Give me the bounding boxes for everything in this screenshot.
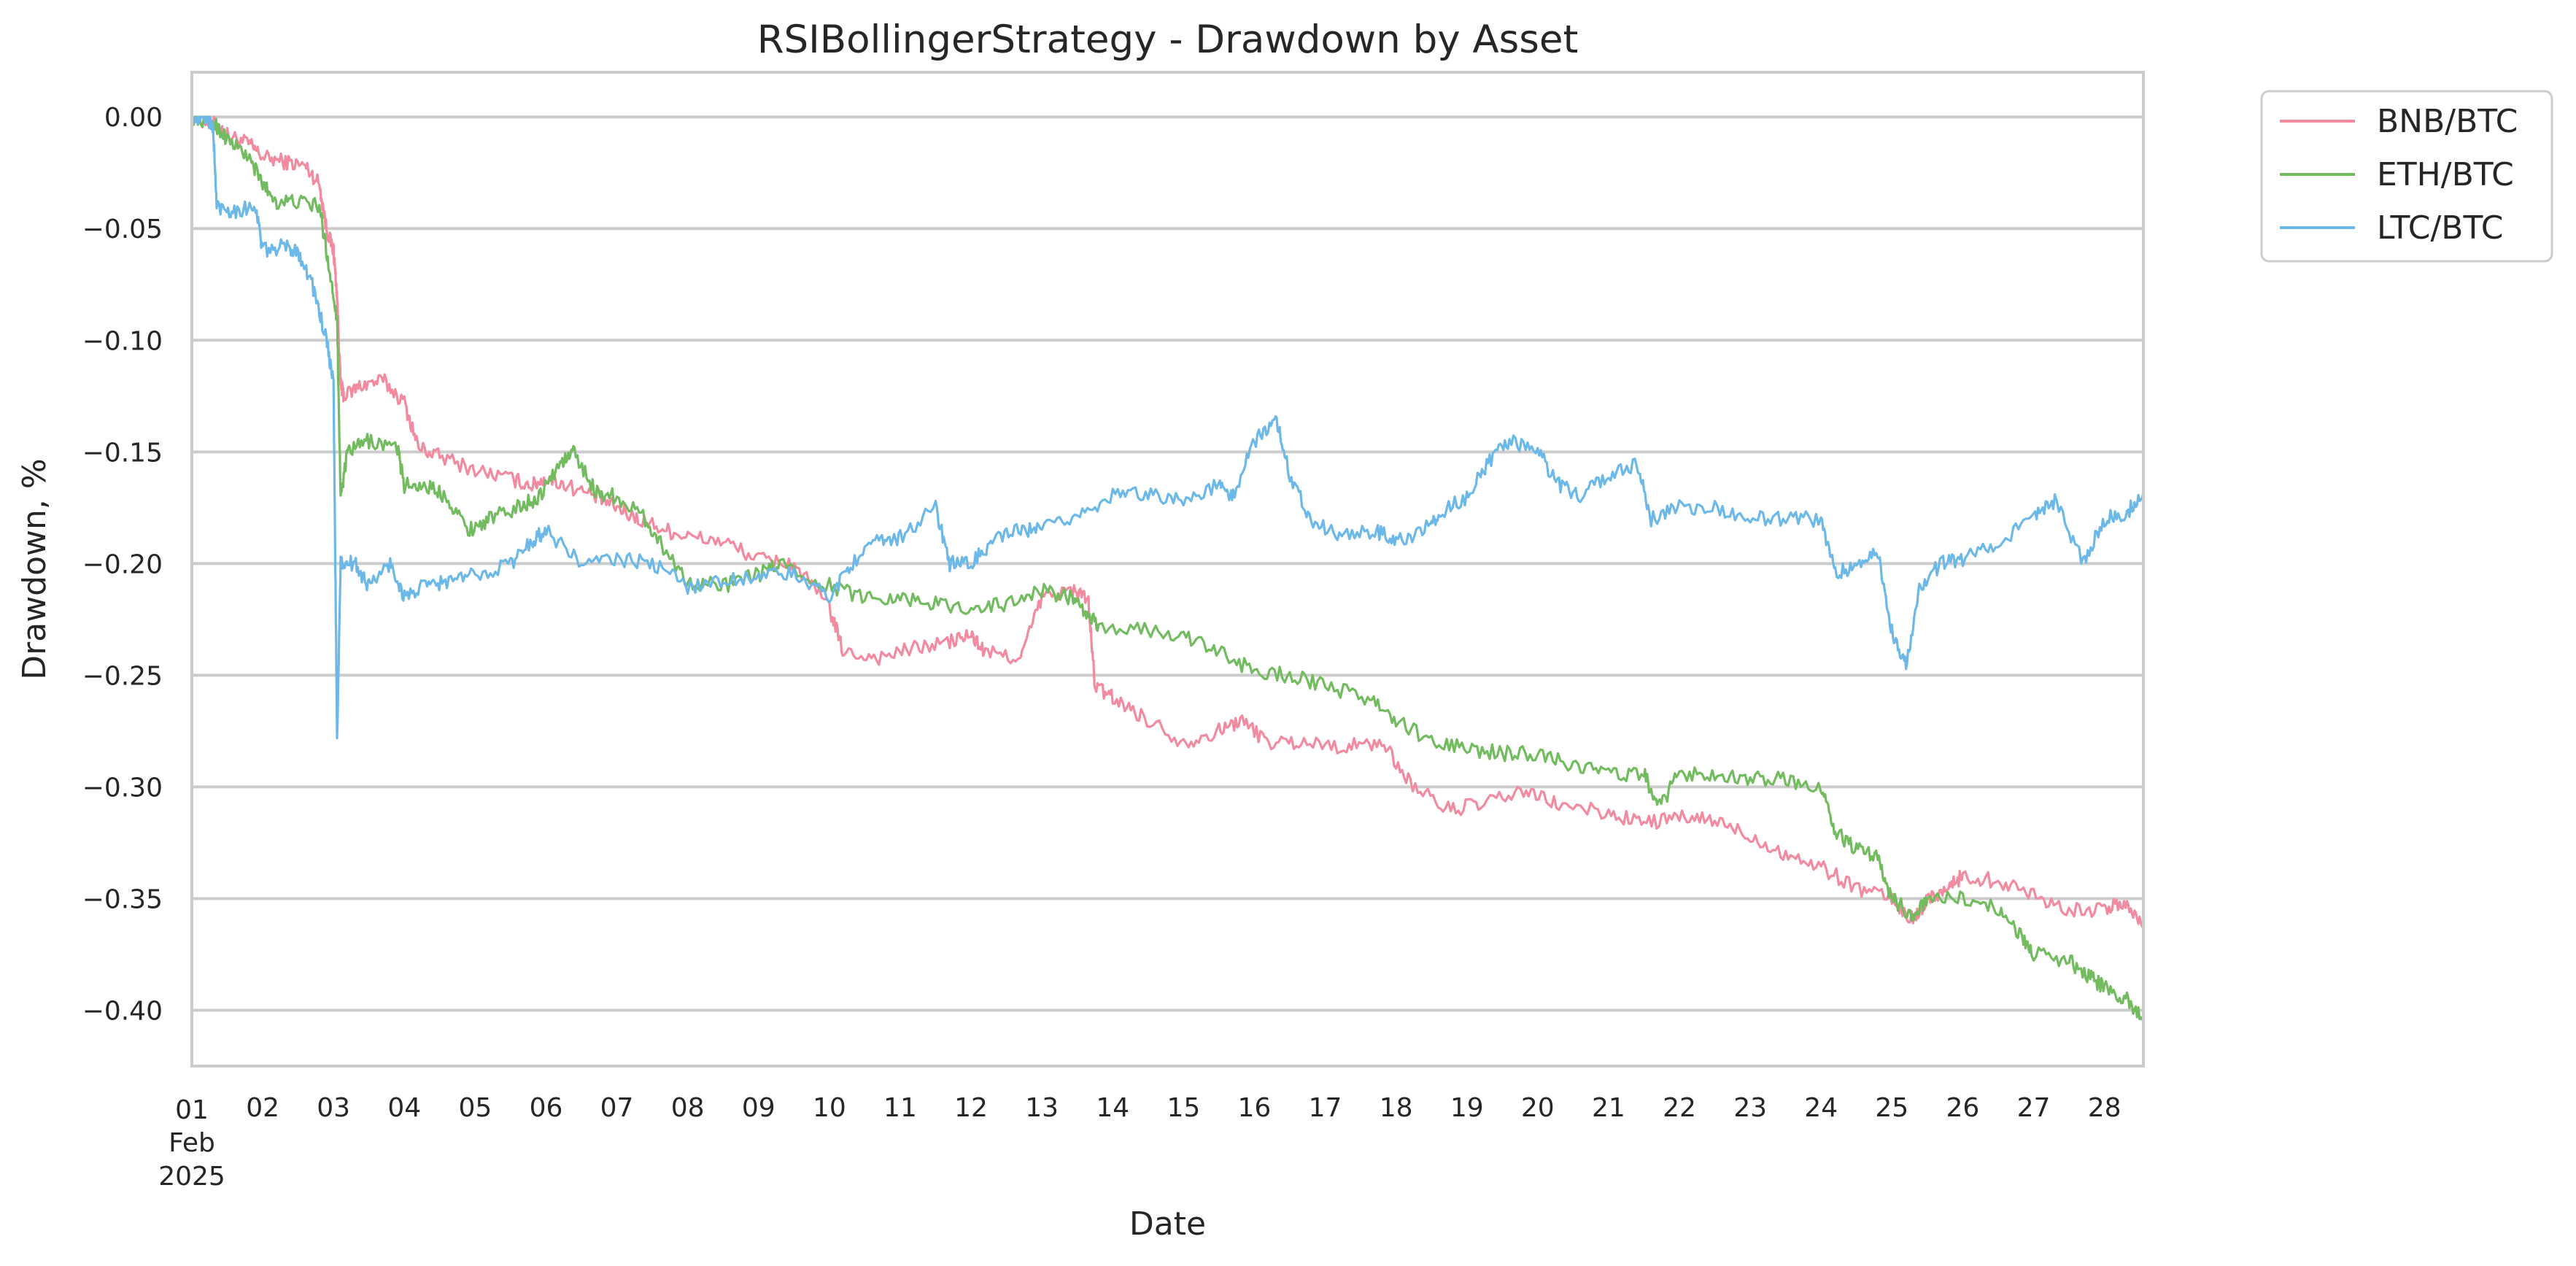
legend-box bbox=[2260, 90, 2553, 263]
y-axis-ticks: 0.00 −0.05 −0.10 −0.15 −0.20 −0.25 −0.30 −0.35 −… bbox=[82, 103, 163, 1026]
x-tick-label: 26 bbox=[1946, 1093, 1979, 1123]
x-tick-label: 21 bbox=[1592, 1093, 1625, 1123]
chart-title: RSIBollingerStrategy - Drawdown by Asset bbox=[757, 18, 1579, 62]
x-tick-label: 10 bbox=[813, 1093, 846, 1123]
y-tick-label: −0.30 bbox=[82, 773, 163, 803]
y-tick-label: −0.35 bbox=[82, 884, 163, 914]
x-tick-label: 16 bbox=[1238, 1093, 1272, 1123]
series-line bbox=[190, 115, 2145, 928]
x-tick-label: 23 bbox=[1733, 1093, 1767, 1123]
x-axis-label: Date bbox=[1129, 1205, 1206, 1243]
x-tick-label: 05 bbox=[458, 1093, 492, 1123]
legend: BNB/BTC ETH/BTC LTC/BTC bbox=[2260, 90, 2553, 263]
x-tick-label: 07 bbox=[600, 1093, 634, 1123]
x-tick-label: 15 bbox=[1167, 1093, 1200, 1123]
y-tick-label: −0.20 bbox=[82, 549, 163, 579]
x-tick-label: 06 bbox=[530, 1093, 563, 1123]
x-tick-label: 11 bbox=[883, 1093, 917, 1123]
series-line bbox=[190, 115, 2145, 1021]
series-line bbox=[190, 115, 2145, 740]
x-tick-label: 20 bbox=[1521, 1093, 1555, 1123]
x-tick-label: 27 bbox=[2017, 1093, 2051, 1123]
x-tick-label: 24 bbox=[1804, 1093, 1838, 1123]
x-tick-label: 12 bbox=[954, 1093, 988, 1123]
x-tick-label: 13 bbox=[1025, 1093, 1059, 1123]
plot-frame bbox=[190, 71, 2145, 1068]
series-layer bbox=[190, 115, 2145, 1021]
x-tick-label: 14 bbox=[1096, 1093, 1129, 1123]
y-tick-label: 0.00 bbox=[104, 103, 163, 133]
x-tick-sublabel: Feb bbox=[169, 1128, 215, 1158]
legend-entry: ETH/BTC bbox=[2377, 156, 2514, 193]
x-tick-label: 17 bbox=[1309, 1093, 1342, 1123]
y-tick-label: −0.15 bbox=[82, 438, 163, 468]
x-tick-label: 02 bbox=[246, 1093, 279, 1123]
x-tick-label: 04 bbox=[387, 1093, 421, 1123]
x-tick-sublabel: 2025 bbox=[158, 1162, 225, 1192]
legend-entry: LTC/BTC bbox=[2377, 209, 2504, 247]
x-tick-label: 08 bbox=[671, 1093, 705, 1123]
x-tick-label: 19 bbox=[1450, 1093, 1484, 1123]
y-tick-label: −0.10 bbox=[82, 326, 163, 356]
x-tick-label: 03 bbox=[317, 1093, 350, 1123]
y-tick-label: −0.25 bbox=[82, 661, 163, 691]
x-tick-label: 22 bbox=[1663, 1093, 1696, 1123]
grid-lines bbox=[192, 115, 2143, 1012]
x-tick-label: 25 bbox=[1875, 1093, 1908, 1123]
x-tick-label: 18 bbox=[1380, 1093, 1413, 1123]
y-tick-label: −0.05 bbox=[82, 215, 163, 244]
x-tick-label: 01 bbox=[175, 1095, 209, 1125]
y-axis-label: Drawdown, % bbox=[16, 458, 53, 679]
legend-entry: BNB/BTC bbox=[2377, 103, 2518, 140]
x-tick-label: 28 bbox=[2088, 1093, 2121, 1123]
x-tick-label: 09 bbox=[742, 1093, 775, 1123]
y-tick-label: −0.40 bbox=[82, 996, 163, 1026]
